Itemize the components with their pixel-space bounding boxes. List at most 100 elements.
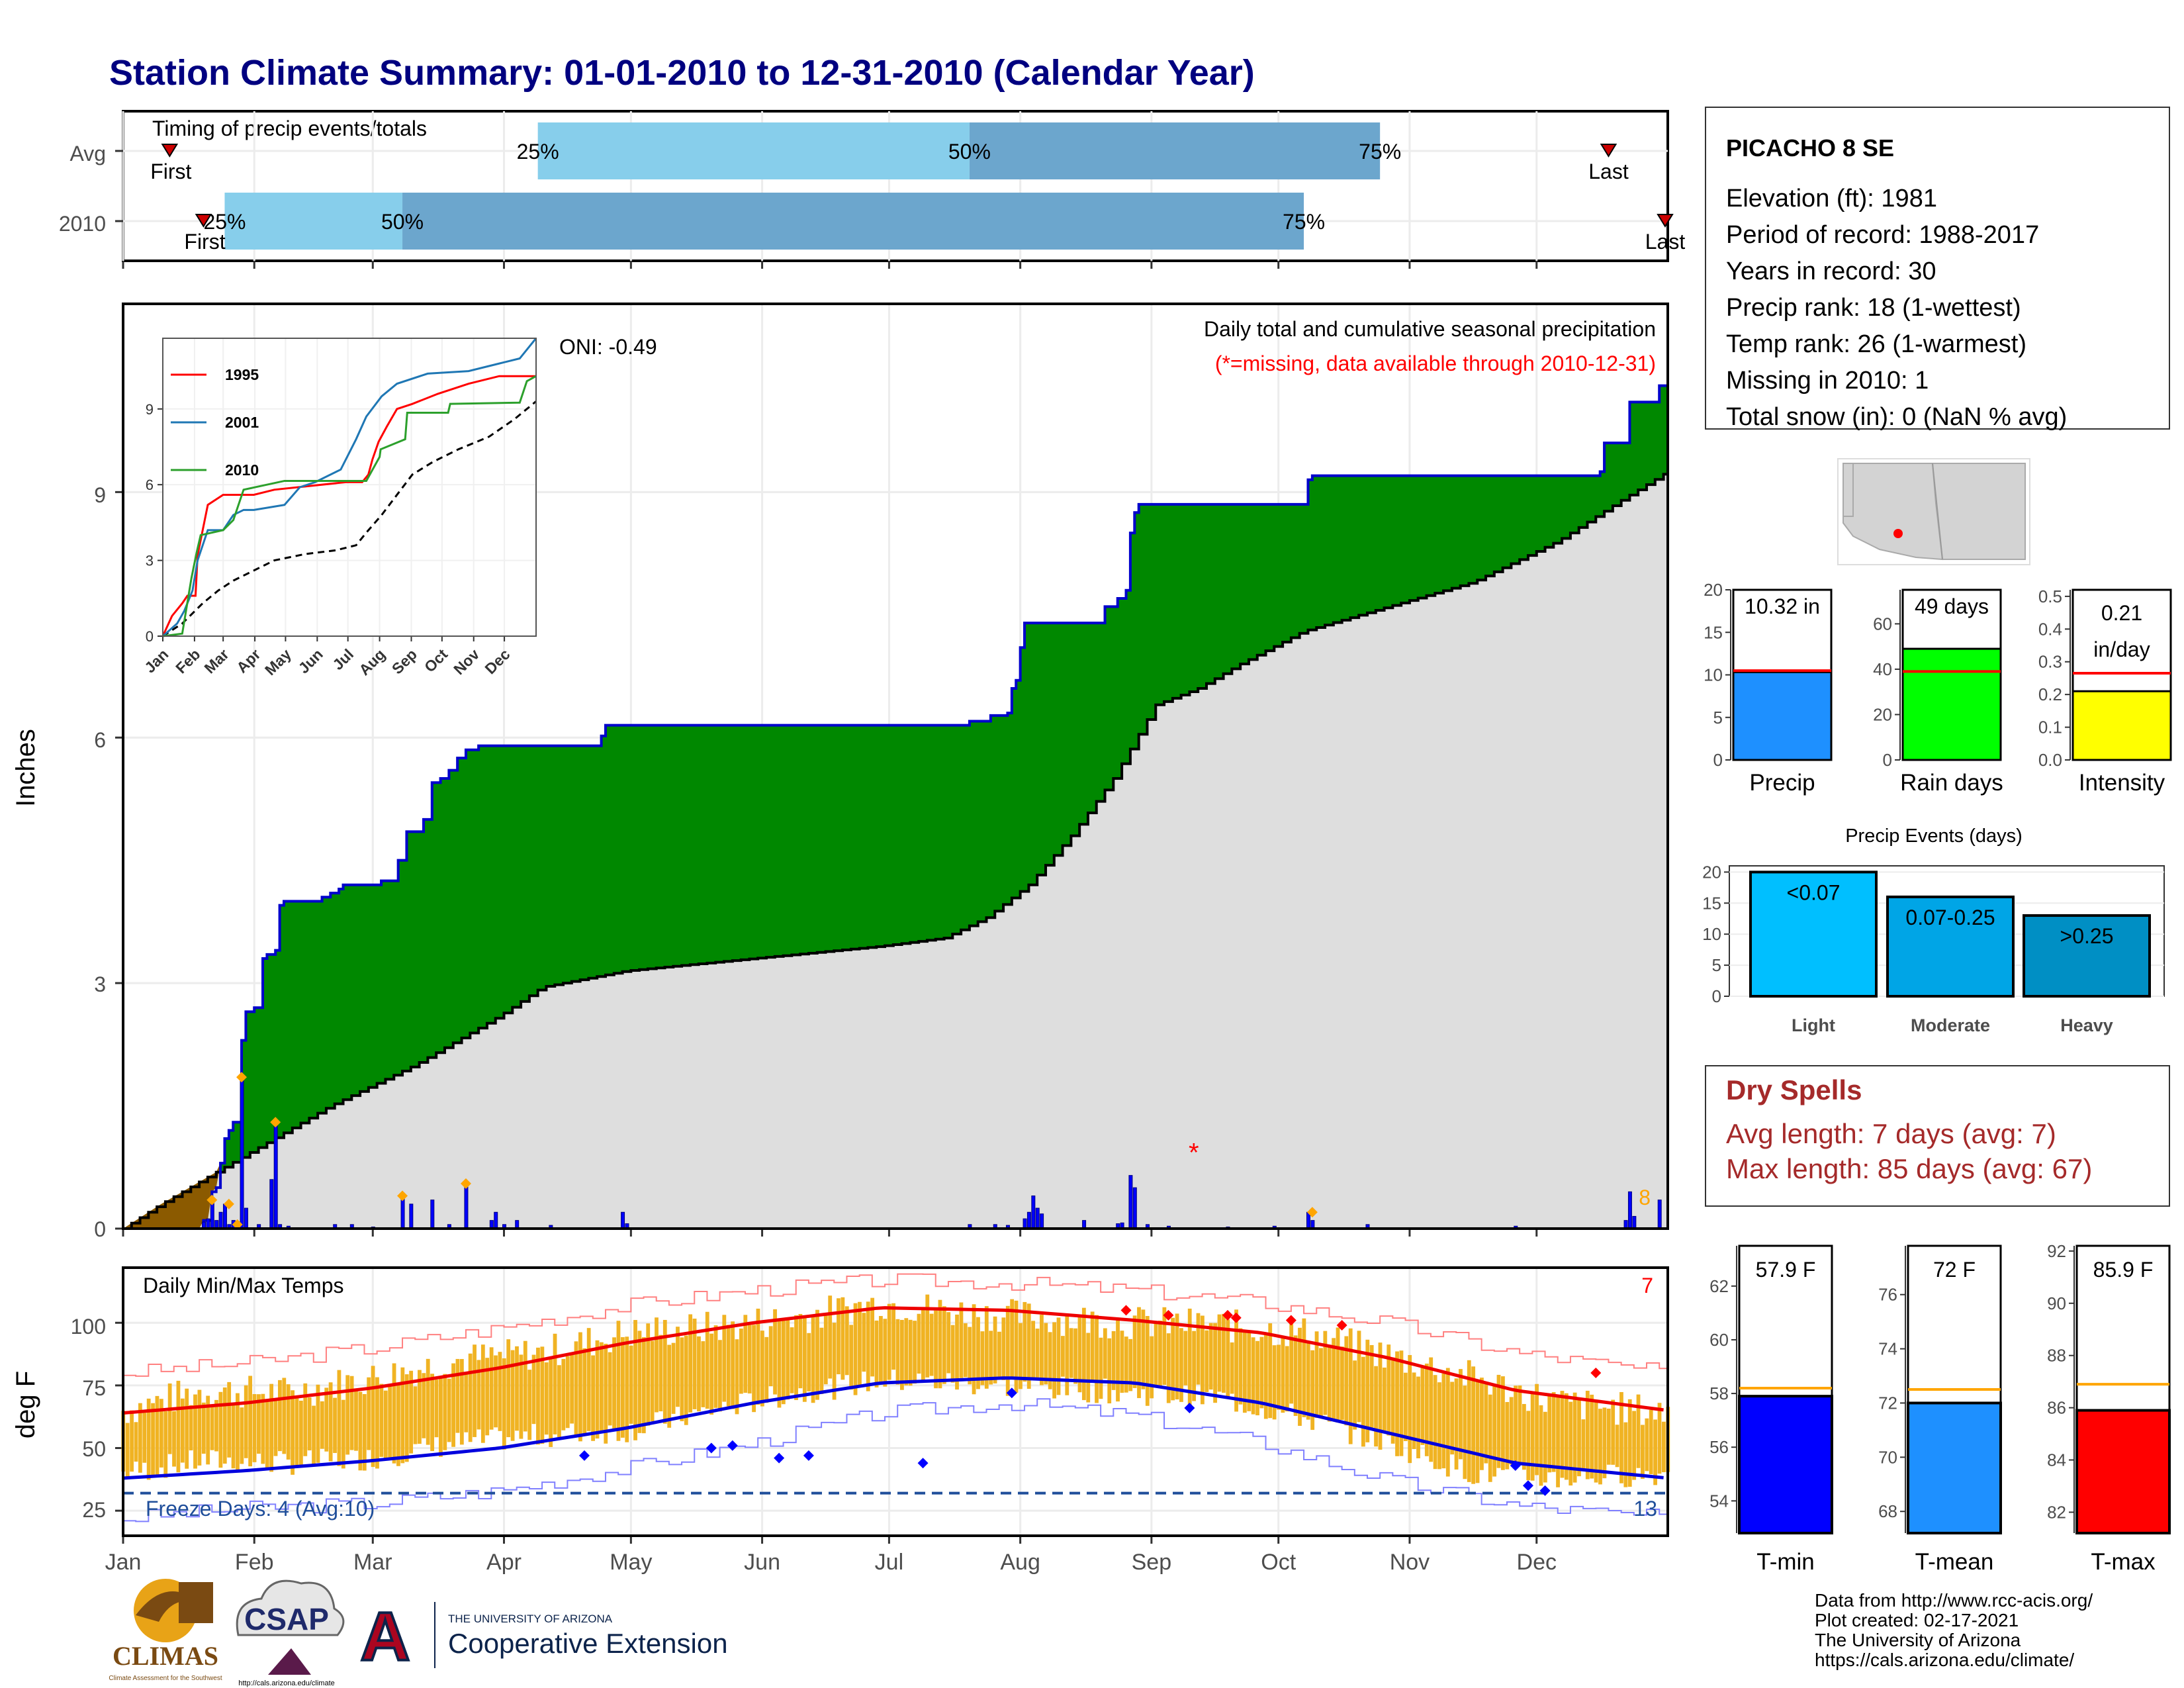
daily-temp-bar <box>303 1383 308 1456</box>
daily-temp-bar <box>1429 1357 1433 1462</box>
inset-normal-line <box>162 400 537 637</box>
daily-temp-bar <box>646 1323 651 1426</box>
daily-precip-bar-5 <box>222 1203 227 1229</box>
daily-temp-bar <box>1319 1348 1323 1416</box>
events-title: Precip Events (days) <box>1845 825 2023 847</box>
daily-temp-bar <box>1060 1336 1065 1377</box>
record-event-marker-1 <box>270 1117 281 1128</box>
record-low-marker-4 <box>803 1450 814 1461</box>
daily-temp-bar <box>477 1360 481 1430</box>
first-event-label-0: First <box>150 160 191 183</box>
mini-precip-tick-label-1-2: 40 <box>1873 659 1892 679</box>
daily-temp-bar <box>641 1337 646 1434</box>
mini-temp-tick-label-2-0: 82 <box>2047 1502 2066 1522</box>
daily-temp-bar <box>1010 1299 1015 1378</box>
daily-temp-bar <box>726 1325 731 1407</box>
daily-temp-bar <box>1412 1372 1416 1450</box>
events-ytick-label-3: 15 <box>1702 893 1721 913</box>
record-high-marker-5 <box>1336 1320 1347 1331</box>
daily-temp-bar <box>938 1299 942 1389</box>
daily-temp-bar <box>1230 1342 1234 1394</box>
daily-temp-bar <box>176 1380 181 1473</box>
daily-temp-bar <box>443 1374 447 1450</box>
daily-temp-bar <box>409 1370 414 1454</box>
daily-temp-bar <box>586 1328 591 1431</box>
first-event-marker-0 <box>161 144 179 158</box>
daily-temp-bar <box>929 1313 934 1376</box>
university-of-arizona-logo: A THE UNIVERSITY OF ARIZONA Cooperative … <box>359 1597 727 1677</box>
daily-temp-bar <box>1340 1346 1344 1420</box>
daily-temp-bar <box>1590 1394 1594 1479</box>
daily-temp-bar <box>950 1325 955 1383</box>
daily-temp-bar <box>993 1316 997 1383</box>
dry-spells-title: Dry Spells <box>1726 1074 1862 1105</box>
last-event-label-1: Last <box>1645 230 1686 254</box>
footer-line-1: Plot created: 02-17-2021 <box>1815 1610 2019 1630</box>
daily-temp-bar <box>1052 1322 1056 1399</box>
daily-temp-bar <box>337 1370 341 1466</box>
station-line-6: Total snow (in): 0 (NaN % avg) <box>1726 403 2067 431</box>
daily-temp-bar <box>1128 1338 1133 1391</box>
timing-row-2010-label: 2010 <box>59 212 106 236</box>
inset-legend-label-1995: 1995 <box>225 366 259 383</box>
csap-logo-text: CSAP <box>244 1602 329 1636</box>
daily-temp-bar <box>777 1318 782 1408</box>
daily-temp-bar <box>1441 1374 1446 1469</box>
timing-bar-q3-0 <box>969 122 1381 179</box>
daily-temp-bar <box>1526 1411 1531 1481</box>
first-event-label-1: First <box>184 230 225 254</box>
record-low-marker-6 <box>1006 1387 1017 1399</box>
daily-temp-bar <box>739 1329 743 1394</box>
mini-precip-tick-label-0-4: 20 <box>1704 580 1723 600</box>
record-min-line <box>123 1398 1668 1523</box>
mini-temp-tick-label-1-3: 74 <box>1878 1339 1897 1359</box>
inset-legend-label-2010: 2010 <box>225 461 259 479</box>
daily-temp-bar <box>1653 1419 1658 1485</box>
mini-precip-tick-label-0-3: 15 <box>1704 622 1723 642</box>
daily-temp-bar <box>1564 1393 1569 1480</box>
temps-ytick-50: 50 <box>82 1437 106 1461</box>
record-low-marker-8 <box>1510 1460 1521 1472</box>
locator-map <box>1837 458 2030 565</box>
mini-temp-tick-label-0-4: 62 <box>1709 1276 1729 1296</box>
mini-temp-tick-label-2-2: 86 <box>2047 1398 2066 1418</box>
mini-temp-label-T-max: T-max <box>2091 1549 2156 1575</box>
temps-panel: deg F 25 50 75 100 Daily Min/Max Temps 7… <box>11 1266 1670 1575</box>
daily-temp-bar <box>1026 1303 1031 1389</box>
daily-temp-bar <box>887 1303 891 1380</box>
daily-precip-bar-55 <box>1657 1199 1662 1229</box>
mini-temp-bar-T-max <box>2075 1409 2171 1535</box>
station-name: PICACHO 8 SE <box>1726 134 1894 162</box>
daily-temp-bar <box>1090 1311 1095 1382</box>
precip-ytick-6: 6 <box>94 728 106 752</box>
daily-temp-bar <box>1251 1337 1255 1415</box>
precip-panel-frame <box>122 303 1669 1230</box>
daily-temp-bar <box>972 1304 976 1395</box>
daily-precip-bar-42 <box>1128 1175 1133 1229</box>
daily-temp-bar <box>858 1301 862 1387</box>
timing-label-25-0: 25% <box>517 140 559 164</box>
station-line-1: Period of record: 1988-2017 <box>1726 221 2039 249</box>
daily-temp-bar <box>193 1394 197 1469</box>
daily-temp-bar <box>307 1397 312 1451</box>
daily-temp-bar <box>637 1331 642 1433</box>
temps-title: Daily Min/Max Temps <box>143 1274 343 1297</box>
month-label-Apr: Apr <box>486 1550 522 1575</box>
daily-temp-bar <box>1594 1402 1598 1483</box>
daily-temp-bar <box>1298 1327 1302 1426</box>
daily-temp-bar <box>1645 1418 1649 1472</box>
daily-temp-bar <box>138 1403 142 1473</box>
daily-temp-bar <box>1539 1405 1543 1486</box>
daily-temp-bar <box>1281 1336 1285 1413</box>
precip-note-1: Daily total and cumulative seasonal prec… <box>1204 317 1656 341</box>
daily-temp-bar <box>582 1348 587 1435</box>
daily-temp-bar <box>1150 1336 1154 1399</box>
daily-temp-bar <box>396 1384 400 1466</box>
daily-temp-bar <box>1543 1411 1547 1483</box>
daily-temp-bar <box>713 1325 718 1408</box>
daily-temp-bar <box>1073 1328 1077 1384</box>
daily-temp-bar <box>1390 1357 1395 1444</box>
mini-temp-value-T-mean: 72 F <box>1933 1258 1976 1282</box>
daily-temp-bar <box>921 1309 925 1382</box>
